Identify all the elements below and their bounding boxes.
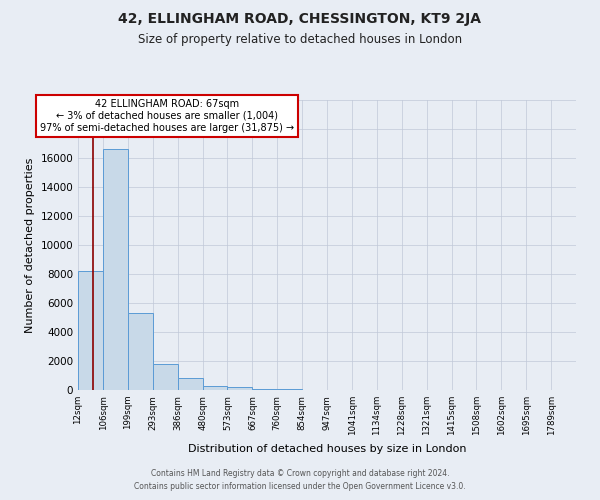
Bar — [227, 387, 253, 390]
Bar — [153, 364, 178, 390]
Bar — [203, 386, 227, 390]
X-axis label: Distribution of detached houses by size in London: Distribution of detached houses by size … — [188, 444, 466, 454]
Bar — [178, 378, 203, 390]
Bar — [128, 313, 153, 390]
Text: Contains public sector information licensed under the Open Government Licence v3: Contains public sector information licen… — [134, 482, 466, 491]
Bar — [103, 150, 128, 390]
Text: 42, ELLINGHAM ROAD, CHESSINGTON, KT9 2JA: 42, ELLINGHAM ROAD, CHESSINGTON, KT9 2JA — [119, 12, 482, 26]
Text: Size of property relative to detached houses in London: Size of property relative to detached ho… — [138, 32, 462, 46]
Text: Contains HM Land Registry data © Crown copyright and database right 2024.: Contains HM Land Registry data © Crown c… — [151, 468, 449, 477]
Y-axis label: Number of detached properties: Number of detached properties — [25, 158, 35, 332]
Bar — [253, 388, 277, 390]
Text: 42 ELLINGHAM ROAD: 67sqm
← 3% of detached houses are smaller (1,004)
97% of semi: 42 ELLINGHAM ROAD: 67sqm ← 3% of detache… — [40, 100, 294, 132]
Bar — [78, 271, 103, 390]
